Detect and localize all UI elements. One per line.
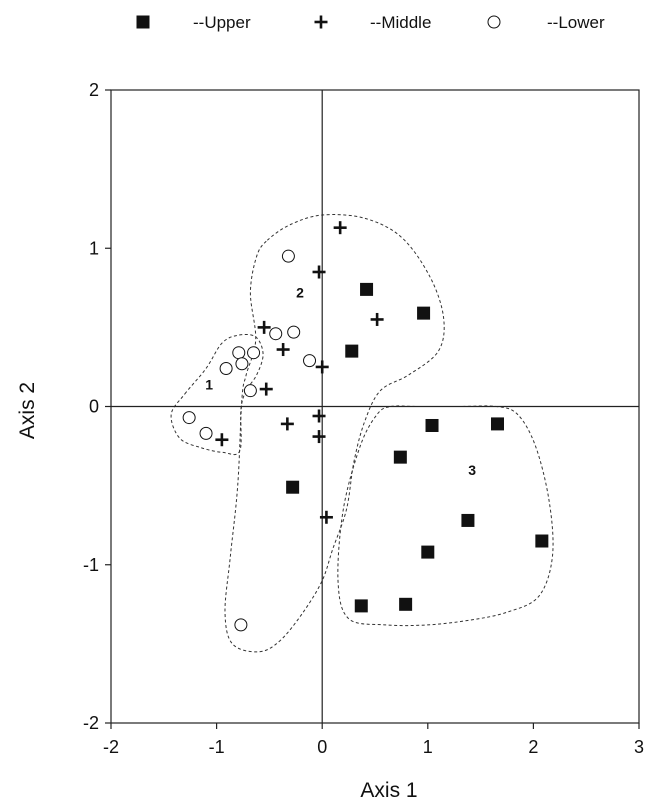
data-point-middle [319,510,333,524]
legend-label-lower: --Lower [547,13,605,32]
data-point-lower [219,362,233,376]
data-point-lower [247,346,261,360]
legend-label-middle: --Middle [370,13,431,32]
cluster-2-outline [224,214,445,653]
data-point-middle [257,320,271,334]
axis-ticks: -2 -1 0 1 2 3 -2 -1 0 1 2 [83,80,644,757]
legend-marker-upper [136,15,150,29]
y-tick-label: 2 [89,80,99,100]
x-tick-label: 3 [634,737,644,757]
data-point-middle [215,433,229,447]
data-point-upper [345,344,359,358]
data-point-middle [280,417,294,431]
data-point-upper [461,513,475,527]
data-point-middle [315,360,329,374]
cluster-3-label: 3 [468,462,476,478]
cluster-1-outline [170,333,264,456]
y-tick-label: -2 [83,713,99,733]
data-point-lower [303,354,317,368]
data-point-lower [199,426,213,440]
data-point-upper [535,534,549,548]
data-point-middle [276,343,290,357]
cluster-2-label: 2 [296,285,304,301]
data-point-lower [287,325,301,339]
data-point-lower [234,618,248,632]
cluster-outlines: 1 2 3 [170,214,554,653]
x-tick-label: 1 [423,737,433,757]
cluster-1-label: 1 [205,376,213,392]
data-point-lower [281,249,295,263]
data-point-upper [286,480,300,494]
data-point-lower [232,346,246,360]
legend-label-upper: --Upper [193,13,251,32]
data-points [182,221,549,632]
y-tick-label: 0 [89,397,99,417]
data-point-lower [243,384,257,398]
data-point-upper [354,599,368,613]
y-tick-label: -1 [83,555,99,575]
data-point-upper [393,450,407,464]
data-point-upper [360,282,374,296]
legend-marker-lower [487,15,501,29]
data-point-upper [399,597,413,611]
x-tick-label: 0 [317,737,327,757]
data-point-lower [182,411,196,425]
y-axis-title: Axis 2 [16,382,39,439]
legend: --Upper --Middle --Lower [136,13,605,32]
data-point-middle [312,265,326,279]
data-point-middle [312,430,326,444]
legend-marker-middle [314,15,328,29]
data-point-upper [425,418,439,432]
data-point-lower [269,327,283,341]
x-tick-label: -2 [103,737,119,757]
cluster-3-outline [337,405,554,627]
data-point-upper [421,545,435,559]
data-point-upper [417,306,431,320]
data-point-middle [312,409,326,423]
data-point-lower [235,357,249,371]
data-point-middle [259,382,273,396]
data-point-middle [370,312,384,326]
data-point-middle [333,221,347,235]
data-point-upper [490,417,504,431]
x-tick-label: -1 [209,737,225,757]
y-tick-label: 1 [89,238,99,258]
x-tick-label: 2 [528,737,538,757]
zero-reference-lines [111,90,639,723]
x-axis-title: Axis 1 [360,779,417,799]
